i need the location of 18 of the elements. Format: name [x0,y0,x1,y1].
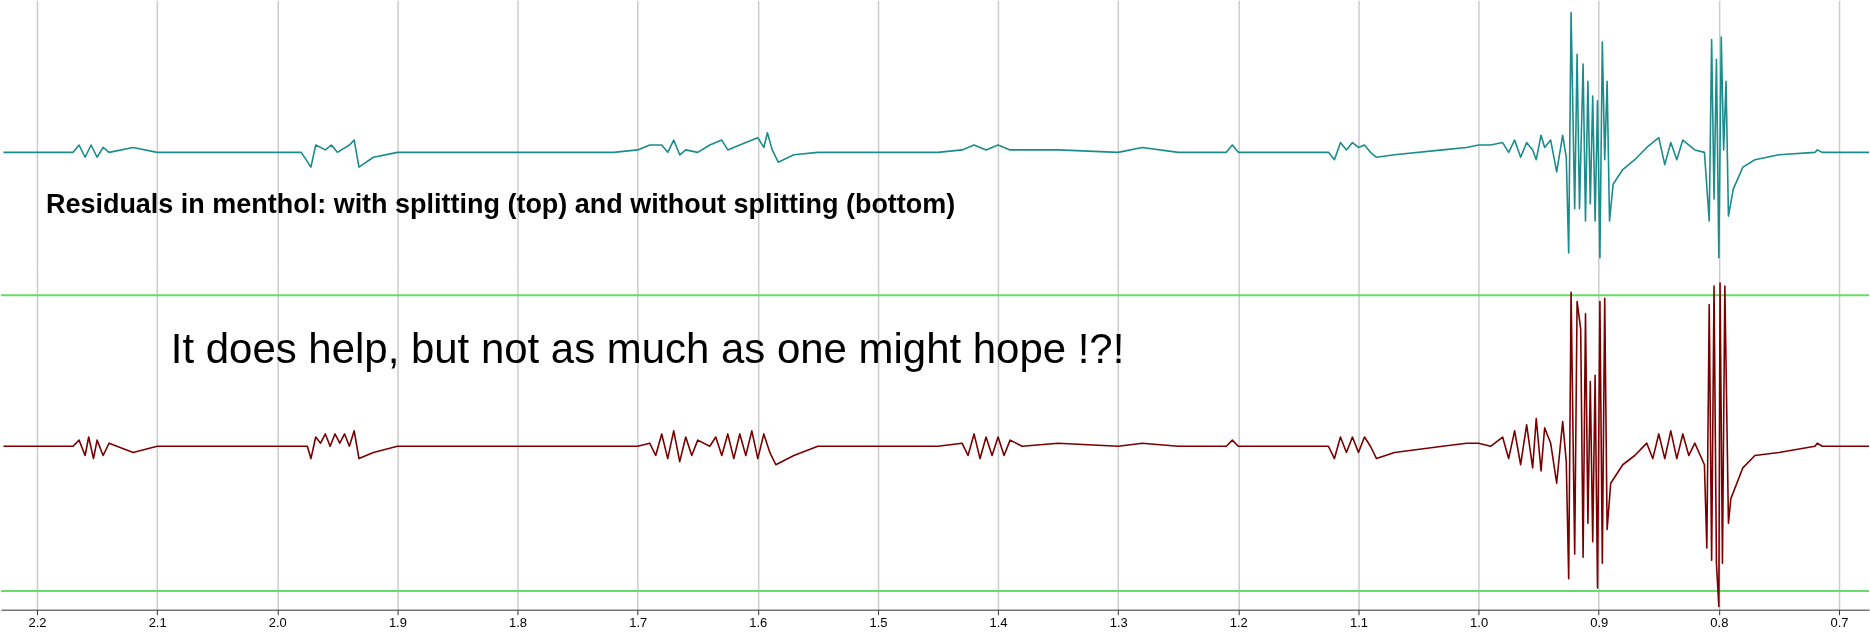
x-tick-label: 1.3 [1109,615,1128,631]
x-tick-label: 1.8 [509,615,528,631]
x-tick-label: 1.1 [1349,615,1368,631]
x-tick-label: 1.5 [869,615,888,631]
x-tick-label: 1.7 [629,615,648,631]
x-tick-label: 1.2 [1229,615,1248,631]
x-tick-label: 1.6 [749,615,768,631]
x-tick-label: 1.4 [989,615,1008,631]
annotation: It does help, but not as much as one might hope !?! [170,324,1125,372]
x-tick-label: 2.1 [148,615,167,631]
text: Residuals in menthol: with splitting (top) and without splitting (bottom) [45,189,956,220]
x-tick-label: 0.9 [1590,615,1609,631]
x-tick-label: 0.8 [1710,615,1729,631]
x-tick-label: 2.0 [268,615,287,631]
x-tick-label: 1.9 [388,615,407,631]
x-tick-label: 0.7 [1830,615,1849,631]
x-tick-label: 2.2 [28,615,47,631]
x-tick-label: 1.0 [1470,615,1489,631]
